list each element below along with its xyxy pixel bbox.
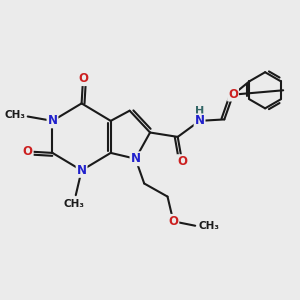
Text: O: O bbox=[23, 145, 33, 158]
Text: N: N bbox=[195, 114, 205, 128]
Text: CH₃: CH₃ bbox=[199, 221, 220, 231]
Text: N: N bbox=[130, 152, 140, 165]
Text: O: O bbox=[177, 155, 187, 168]
Text: O: O bbox=[168, 215, 178, 228]
Text: CH₃: CH₃ bbox=[4, 110, 26, 120]
Text: N: N bbox=[76, 164, 87, 177]
Text: CH₃: CH₃ bbox=[64, 199, 85, 208]
Text: O: O bbox=[228, 88, 238, 100]
Text: N: N bbox=[47, 114, 58, 128]
Text: O: O bbox=[78, 72, 88, 85]
Text: H: H bbox=[195, 106, 204, 116]
